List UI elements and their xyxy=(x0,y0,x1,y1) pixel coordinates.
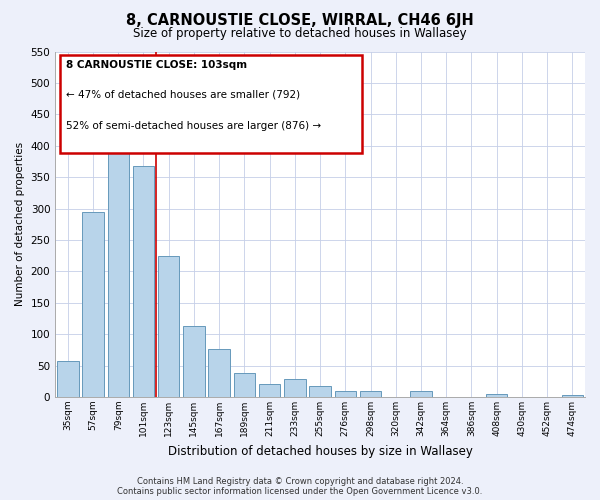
Bar xyxy=(133,166,154,397)
FancyBboxPatch shape xyxy=(61,55,362,154)
Bar xyxy=(208,350,230,397)
Bar xyxy=(233,373,255,397)
Text: Size of property relative to detached houses in Wallasey: Size of property relative to detached ho… xyxy=(133,28,467,40)
Bar xyxy=(158,256,179,397)
Bar xyxy=(310,386,331,397)
Bar xyxy=(259,384,280,397)
Text: 8 CARNOUSTIE CLOSE: 103sqm: 8 CARNOUSTIE CLOSE: 103sqm xyxy=(66,60,247,70)
Bar xyxy=(562,394,583,397)
Bar xyxy=(486,394,508,397)
Y-axis label: Number of detached properties: Number of detached properties xyxy=(15,142,25,306)
Bar xyxy=(284,379,305,397)
Bar xyxy=(183,326,205,397)
Text: ← 47% of detached houses are smaller (792): ← 47% of detached houses are smaller (79… xyxy=(66,90,300,100)
Text: 52% of semi-detached houses are larger (876) →: 52% of semi-detached houses are larger (… xyxy=(66,120,321,130)
Bar xyxy=(335,390,356,397)
Bar xyxy=(360,390,381,397)
Bar xyxy=(107,127,129,397)
Text: 8, CARNOUSTIE CLOSE, WIRRAL, CH46 6JH: 8, CARNOUSTIE CLOSE, WIRRAL, CH46 6JH xyxy=(126,12,474,28)
X-axis label: Distribution of detached houses by size in Wallasey: Distribution of detached houses by size … xyxy=(167,444,473,458)
Text: Contains public sector information licensed under the Open Government Licence v3: Contains public sector information licen… xyxy=(118,487,482,496)
Text: Contains HM Land Registry data © Crown copyright and database right 2024.: Contains HM Land Registry data © Crown c… xyxy=(137,477,463,486)
Bar xyxy=(82,212,104,397)
Bar xyxy=(57,361,79,397)
Bar xyxy=(410,392,432,397)
